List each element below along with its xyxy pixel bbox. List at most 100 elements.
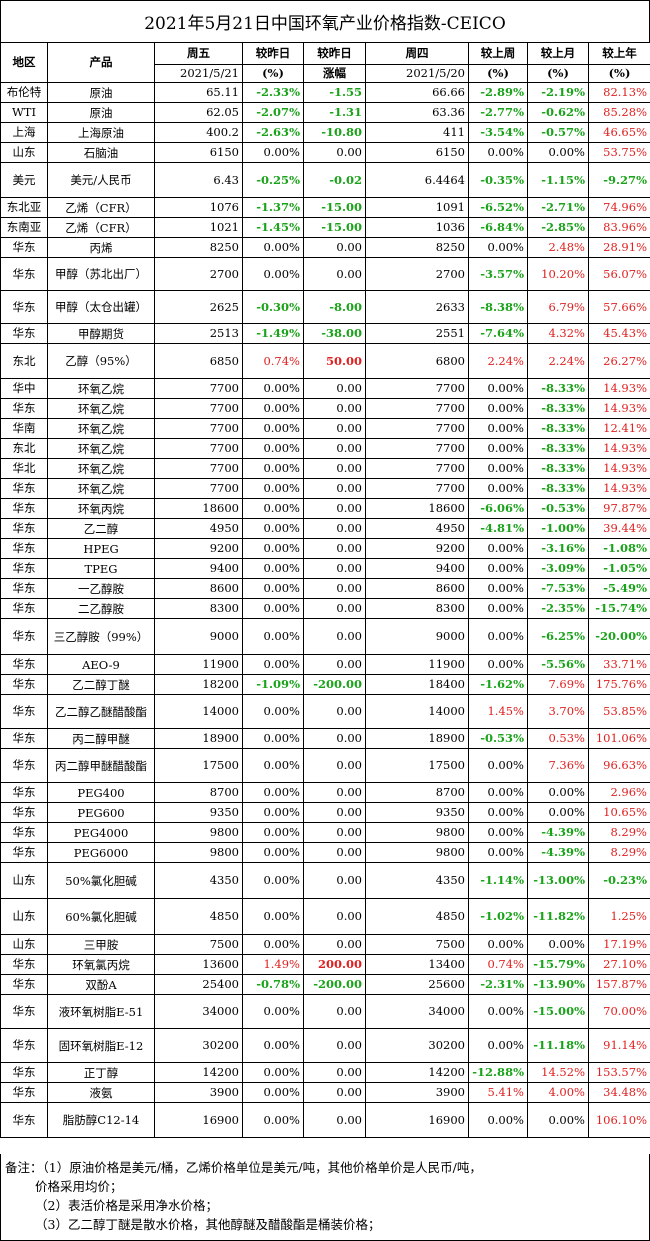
cell-vs-year: 53.85% [588,694,650,729]
cell-vs-week: 0.74% [468,954,528,975]
cell-region: 华东 [0,694,48,729]
cell-product: 液环氧树脂E-51 [47,994,155,1029]
cell-vs-month: -2.35% [527,598,589,619]
cell-product: 环氧乙烷 [47,398,155,419]
cell-vs-year: 12.41% [588,418,650,439]
cell-product: 环氧乙烷 [47,458,155,479]
cell-vs-year: 74.96% [588,197,650,218]
cell-vs-prev-day: 0.00% [242,1028,304,1063]
table-row: 华东 固环氧树脂E-12 30200 0.00% 0.00 30200 0.00% -11.1… [0,1028,650,1063]
cell-product: 环氧乙烷 [47,438,155,459]
cell-vs-week: -0.53% [468,728,528,749]
cell-fri-price: 11900 [154,654,243,675]
cell-vs-prev-day-change: -200.00 [303,674,366,695]
cell-vs-prev-day-change: -0.02 [303,162,366,198]
cell-product: 乙烯（CFR） [47,197,155,218]
cell-vs-prev-day: 0.00% [242,458,304,479]
header-vs-month-unit: (%) [527,64,589,83]
cell-fri-price: 2700 [154,257,243,291]
table-row: 华东 丙二醇甲醚 18900 0.00% 0.00 18900 -0.53% 0.53% 101… [0,728,650,749]
table-row: 华东 乙二醇乙醚醋酸酯 14000 0.00% 0.00 14000 1.45% 3.70% 5… [0,694,650,729]
cell-fri-price: 7700 [154,418,243,439]
cell-vs-year: 85.28% [588,102,650,123]
cell-vs-prev-day: 0.00% [242,257,304,291]
cell-vs-prev-day: 0.00% [242,498,304,519]
cell-fri-price: 13600 [154,954,243,975]
cell-vs-week: -2.31% [468,974,528,995]
cell-product: PEG400 [47,782,155,803]
cell-thu-price: 7700 [365,398,469,419]
cell-vs-month: -0.53% [527,498,589,519]
cell-vs-month: 14.52% [527,1062,589,1083]
cell-region: 华东 [0,842,48,863]
cell-thu-price: 7700 [365,418,469,439]
table-row: 华北 环氧乙烷 7700 0.00% 0.00 7700 0.00% -8.33% 14.93% [0,458,650,479]
cell-product: PEG600 [47,802,155,823]
cell-vs-year: 45.43% [588,323,650,344]
cell-vs-week: 1.45% [468,694,528,729]
cell-fri-price: 3900 [154,1082,243,1103]
cell-vs-week: 0.00% [468,802,528,823]
cell-product: 环氧乙烷 [47,418,155,439]
cell-vs-prev-day-change: 0.00 [303,438,366,459]
cell-vs-month: -0.62% [527,102,589,123]
cell-product: 脂肪醇C12-14 [47,1102,155,1138]
cell-vs-prev-day-change: 0.00 [303,558,366,579]
cell-vs-prev-day-change: 0.00 [303,458,366,479]
cell-fri-price: 16900 [154,1102,243,1138]
cell-thu-price: 6150 [365,142,469,163]
cell-vs-month: -0.57% [527,122,589,143]
cell-thu-price: 11900 [365,654,469,675]
cell-fri-price: 7700 [154,378,243,399]
cell-fri-price: 6850 [154,343,243,379]
header-product: 产品 [47,42,155,83]
cell-vs-week: 0.00% [468,598,528,619]
cell-fri-price: 7500 [154,934,243,955]
cell-vs-week: 0.00% [468,237,528,258]
cell-vs-prev-day: 0.00% [242,578,304,599]
cell-vs-year: 53.75% [588,142,650,163]
cell-thu-price: 4950 [365,518,469,539]
header-vs-week-unit: (%) [468,64,528,83]
cell-product: 环氧乙烷 [47,478,155,499]
cell-thu-price: 7700 [365,458,469,479]
cell-vs-year: 26.27% [588,343,650,379]
cell-vs-week: 0.00% [468,822,528,843]
cell-vs-year: 14.93% [588,478,650,499]
cell-region: 华东 [0,257,48,291]
table-row: 华东 TPEG 9400 0.00% 0.00 9400 0.00% -3.09% -1.05% [0,558,650,579]
cell-vs-week: -2.77% [468,102,528,123]
cell-vs-prev-day: -2.33% [242,82,304,103]
cell-vs-month: -13.00% [527,862,589,899]
cell-fri-price: 6150 [154,142,243,163]
cell-vs-month: -4.39% [527,822,589,843]
cell-vs-week: -1.02% [468,898,528,935]
cell-thu-price: 7500 [365,934,469,955]
cell-vs-prev-day: 0.00% [242,934,304,955]
cell-vs-prev-day-change: 0.00 [303,237,366,258]
cell-vs-prev-day-change: -8.00 [303,290,366,324]
cell-vs-prev-day: 0.00% [242,898,304,935]
cell-product: 丙烯 [47,237,155,258]
header-fri: 周五 [154,42,243,65]
cell-vs-year: 14.93% [588,438,650,459]
cell-vs-year: 106.10% [588,1102,650,1138]
cell-vs-prev-day-change: -15.00 [303,197,366,218]
cell-product: 原油 [47,82,155,103]
page-title: 2021年5月21日中国环氧产业价格指数-CEICO [0,0,650,42]
cell-vs-week: -6.84% [468,217,528,238]
cell-fri-price: 30200 [154,1028,243,1063]
cell-product: 原油 [47,102,155,123]
cell-vs-month: -6.25% [527,618,589,655]
header-vs-prev-day-change: 较昨日 [303,42,366,65]
cell-thu-price: 2551 [365,323,469,344]
header-vs-month: 较上月 [527,42,589,65]
table-row: 华东 丙烯 8250 0.00% 0.00 8250 0.00% 2.48% 28.91% [0,237,650,258]
cell-vs-prev-day: 0.00% [242,538,304,559]
cell-vs-year: 157.87% [588,974,650,995]
cell-region: 华东 [0,618,48,655]
cell-vs-month: 7.36% [527,748,589,783]
cell-region: 华东 [0,1062,48,1083]
cell-vs-week: 0.00% [468,142,528,163]
